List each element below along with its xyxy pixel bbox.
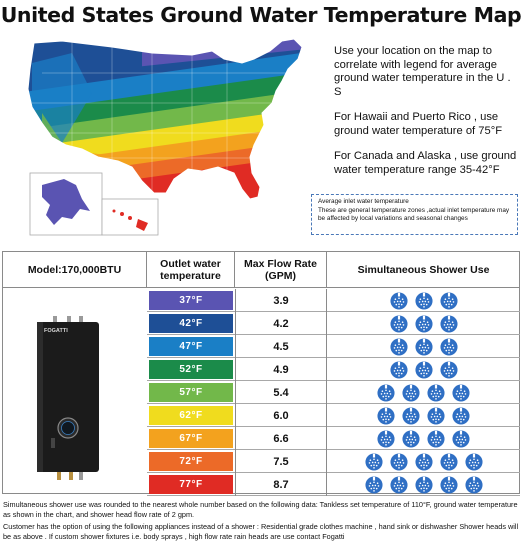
shower-head-icon <box>389 314 408 333</box>
table-row: 52°F 4.9 <box>147 358 520 381</box>
shower-count-cell <box>327 450 520 473</box>
outlet-temperature-cell: 57°F <box>149 383 233 402</box>
us-temperature-map <box>2 33 324 245</box>
instruction-location: Use your location on the map to correlat… <box>334 45 511 98</box>
shower-head-icon <box>389 360 408 379</box>
shower-head-icon <box>389 475 408 494</box>
footnote-calculation: Simultaneous shower use was rounded to t… <box>3 500 518 519</box>
outlet-temperature-cell: 37°F <box>149 291 233 310</box>
shower-head-icon <box>452 429 470 448</box>
shower-head-icon <box>402 383 420 402</box>
outlet-temperature-cell: 62°F <box>149 406 233 425</box>
us-map-illustration <box>27 38 303 236</box>
footnote-appliances: Customer has the option of using the fol… <box>3 522 519 541</box>
shower-head-icon <box>377 383 395 402</box>
instruction-hawaii: For Hawaii and Puerto Rico , use ground … <box>334 111 503 137</box>
shower-head-icon <box>464 452 483 471</box>
shower-head-icon <box>464 475 483 494</box>
table-row: 72°F 7.5 <box>147 450 520 473</box>
flow-rate-cell: 8.7 <box>235 473 327 496</box>
table-row: 37°F 3.9 <box>147 289 520 312</box>
shower-head-icon <box>439 291 458 310</box>
shower-head-icon <box>364 452 383 471</box>
shower-head-icon <box>414 452 433 471</box>
flow-rate-cell: 4.2 <box>235 312 327 335</box>
shower-head-icon <box>439 337 458 356</box>
shower-head-icon <box>414 475 433 494</box>
page-title: United States Ground Water Temperature M… <box>0 3 522 27</box>
outlet-temperature-cell: 42°F <box>149 314 233 333</box>
table-row: 67°F 6.6 <box>147 427 520 450</box>
shower-head-icon <box>414 314 433 333</box>
shower-head-icon <box>427 383 445 402</box>
shower-head-icon <box>427 406 445 425</box>
instruction-canada-alaska: For Canada and Alaska , use ground water… <box>334 150 517 176</box>
shower-head-icon <box>364 475 383 494</box>
shower-head-icon <box>389 452 408 471</box>
heater-brand: FOGATTI <box>44 328 68 334</box>
shower-head-icon <box>452 383 470 402</box>
flow-rate-cell: 3.9 <box>235 289 327 312</box>
flow-rate-cell: 7.5 <box>235 450 327 473</box>
outlet-temperature-cell: 72°F <box>149 452 233 471</box>
flow-rate-cell: 4.5 <box>235 335 327 358</box>
header-simultaneous-shower: Simultaneous Shower Use <box>327 252 520 288</box>
flow-rate-cell: 6.6 <box>235 427 327 450</box>
map-instructions: Use your location on the map to correlat… <box>334 45 520 189</box>
outlet-temperature-cell: 47°F <box>149 337 233 356</box>
outlet-temperature-cell: 67°F <box>149 429 233 448</box>
table-row: 77°F 8.7 <box>147 473 520 496</box>
flow-rate-table: Model:170,000BTU Outlet water temperatur… <box>2 251 520 496</box>
shower-count-cell <box>327 427 520 450</box>
water-heater-image: FOGATTI <box>37 316 99 480</box>
header-model: Model:170,000BTU <box>3 252 147 288</box>
shower-count-cell <box>327 404 520 427</box>
shower-count-cell <box>327 289 520 312</box>
shower-head-icon <box>439 452 458 471</box>
table-row: 57°F 5.4 <box>147 381 520 404</box>
table-row: 47°F 4.5 <box>147 335 520 358</box>
outlet-temperature-cell: 52°F <box>149 360 233 379</box>
shower-head-icon <box>427 429 445 448</box>
header-outlet-temperature: Outlet water temperature <box>147 252 235 288</box>
shower-head-icon <box>389 337 408 356</box>
shower-head-icon <box>439 475 458 494</box>
shower-head-icon <box>402 406 420 425</box>
shower-head-icon <box>389 291 408 310</box>
legend-note-box: Average inlet water temperature These ar… <box>311 194 518 235</box>
flow-rate-cell: 5.4 <box>235 381 327 404</box>
shower-count-cell <box>327 381 520 404</box>
shower-head-icon <box>452 406 470 425</box>
shower-head-icon <box>377 429 395 448</box>
shower-head-icon <box>414 360 433 379</box>
table-row: 62°F 6.0 <box>147 404 520 427</box>
shower-head-icon <box>414 337 433 356</box>
flow-rate-cell: 6.0 <box>235 404 327 427</box>
shower-head-icon <box>402 429 420 448</box>
shower-count-cell <box>327 473 520 496</box>
flow-rate-cell: 4.9 <box>235 358 327 381</box>
table-row: 42°F 4.2 <box>147 312 520 335</box>
shower-count-cell <box>327 335 520 358</box>
outlet-temperature-cell: 77°F <box>149 475 233 494</box>
shower-head-icon <box>439 360 458 379</box>
legend-note-text: These are general temperature zones ,act… <box>318 206 510 223</box>
shower-count-cell <box>327 312 520 335</box>
shower-head-icon <box>414 291 433 310</box>
shower-head-icon <box>377 406 395 425</box>
shower-count-cell <box>327 358 520 381</box>
shower-head-icon <box>439 314 458 333</box>
legend-note-title: Average inlet water temperature <box>318 198 409 205</box>
header-max-flow-rate: Max Flow Rate (GPM) <box>235 252 327 288</box>
